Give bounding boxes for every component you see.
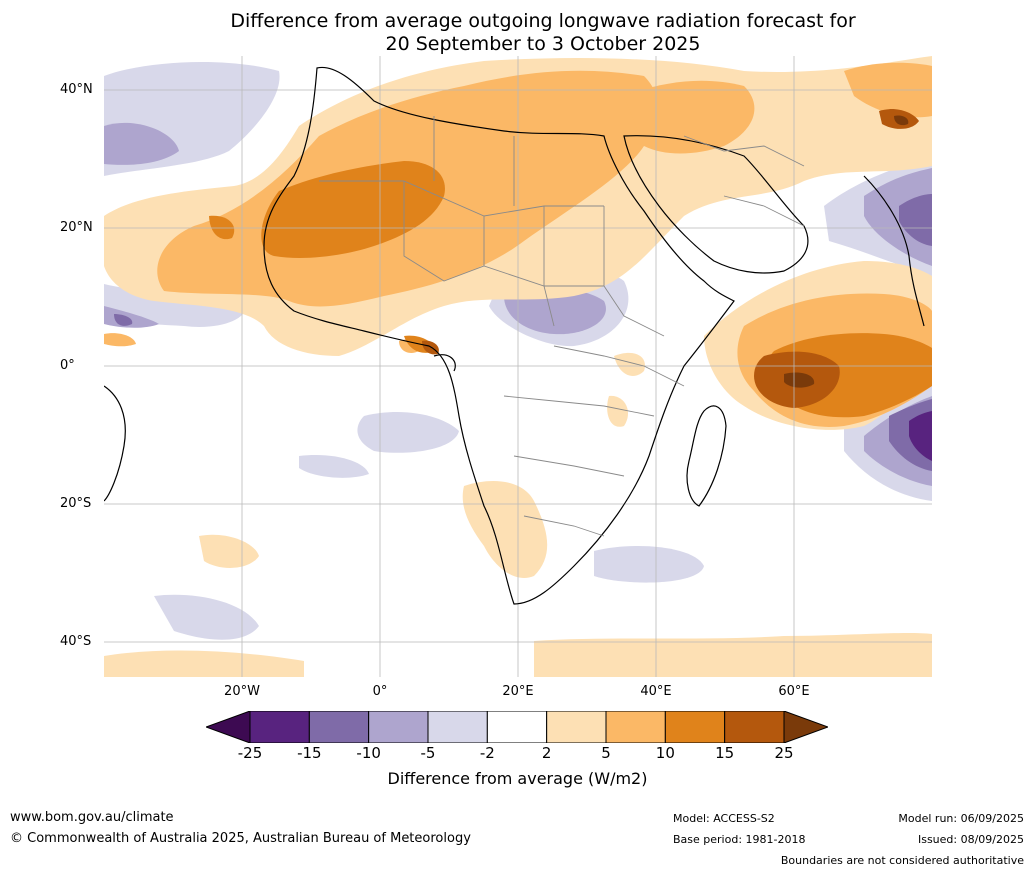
footer-model-run: Model run: 06/09/2025 bbox=[898, 812, 1024, 825]
colorbar-tick-label: 2 bbox=[541, 744, 552, 762]
footer-website: www.bom.gov.au/climate bbox=[10, 810, 174, 825]
colorbar-swatch bbox=[486, 711, 548, 743]
footer-disclaimer: Boundaries are not considered authoritat… bbox=[780, 854, 1024, 867]
country-borders bbox=[319, 116, 805, 537]
colorbar-swatch bbox=[664, 711, 726, 743]
colorbar-swatch bbox=[368, 711, 429, 743]
colorbar-swatch bbox=[546, 711, 607, 743]
colorbar-tick-label: -15 bbox=[297, 744, 322, 762]
title-line-2: 20 September to 3 October 2025 bbox=[385, 33, 701, 55]
lat-tick-20n: 20°N bbox=[60, 220, 93, 235]
colorbar-tick-label: -5 bbox=[420, 744, 436, 762]
footer-model: Model: ACCESS-S2 bbox=[673, 812, 775, 825]
colorbar-tick-label: -10 bbox=[356, 744, 381, 762]
lon-tick-20e: 20°E bbox=[502, 684, 534, 699]
anomaly-darkest-orange bbox=[784, 115, 909, 388]
map-title: Difference from average outgoing longwav… bbox=[0, 10, 1035, 56]
footer-copyright: © Commonwealth of Australia 2025, Austra… bbox=[10, 831, 471, 846]
lat-tick-0: 0° bbox=[60, 358, 75, 373]
colorbar-swatch bbox=[605, 711, 666, 743]
colorbar-tick-label: 5 bbox=[601, 744, 611, 762]
lon-tick-0: 0° bbox=[372, 684, 388, 699]
colorbar-tick-label: -25 bbox=[237, 744, 263, 762]
colorbar-tick-label: 15 bbox=[715, 744, 735, 762]
colorbar-extend-min bbox=[206, 711, 251, 743]
title-line-1: Difference from average outgoing longwav… bbox=[230, 10, 856, 32]
coastline bbox=[104, 66, 925, 605]
anomaly-deep-purple bbox=[909, 411, 932, 461]
lon-tick-60e: 60°E bbox=[778, 684, 810, 699]
colorbar-tick-label: 25 bbox=[774, 744, 794, 762]
footer-issued: Issued: 08/09/2025 bbox=[917, 833, 1024, 846]
lat-tick-40s: 40°S bbox=[60, 634, 92, 649]
olr-anomaly-map bbox=[104, 56, 932, 677]
lat-tick-20s: 20°S bbox=[60, 496, 92, 511]
graticule bbox=[104, 56, 932, 677]
colorbar-swatch bbox=[724, 711, 785, 743]
lat-tick-40n: 40°N bbox=[60, 82, 93, 97]
colorbar-extend-max bbox=[783, 711, 828, 743]
footer-base-period: Base period: 1981-2018 bbox=[673, 833, 806, 846]
colorbar-swatch bbox=[249, 711, 310, 743]
colorbar-tick-label: 10 bbox=[655, 744, 675, 762]
colorbar-label: Difference from average (W/m2) bbox=[387, 769, 648, 788]
colorbar-tick-label: -2 bbox=[479, 744, 495, 762]
lon-tick-20w: 20°W bbox=[224, 684, 260, 699]
colorbar-swatch bbox=[308, 711, 370, 743]
colorbar-swatch bbox=[427, 711, 488, 743]
colorbar bbox=[206, 711, 828, 743]
lon-tick-40e: 40°E bbox=[640, 684, 672, 699]
map-canvas bbox=[104, 56, 932, 677]
